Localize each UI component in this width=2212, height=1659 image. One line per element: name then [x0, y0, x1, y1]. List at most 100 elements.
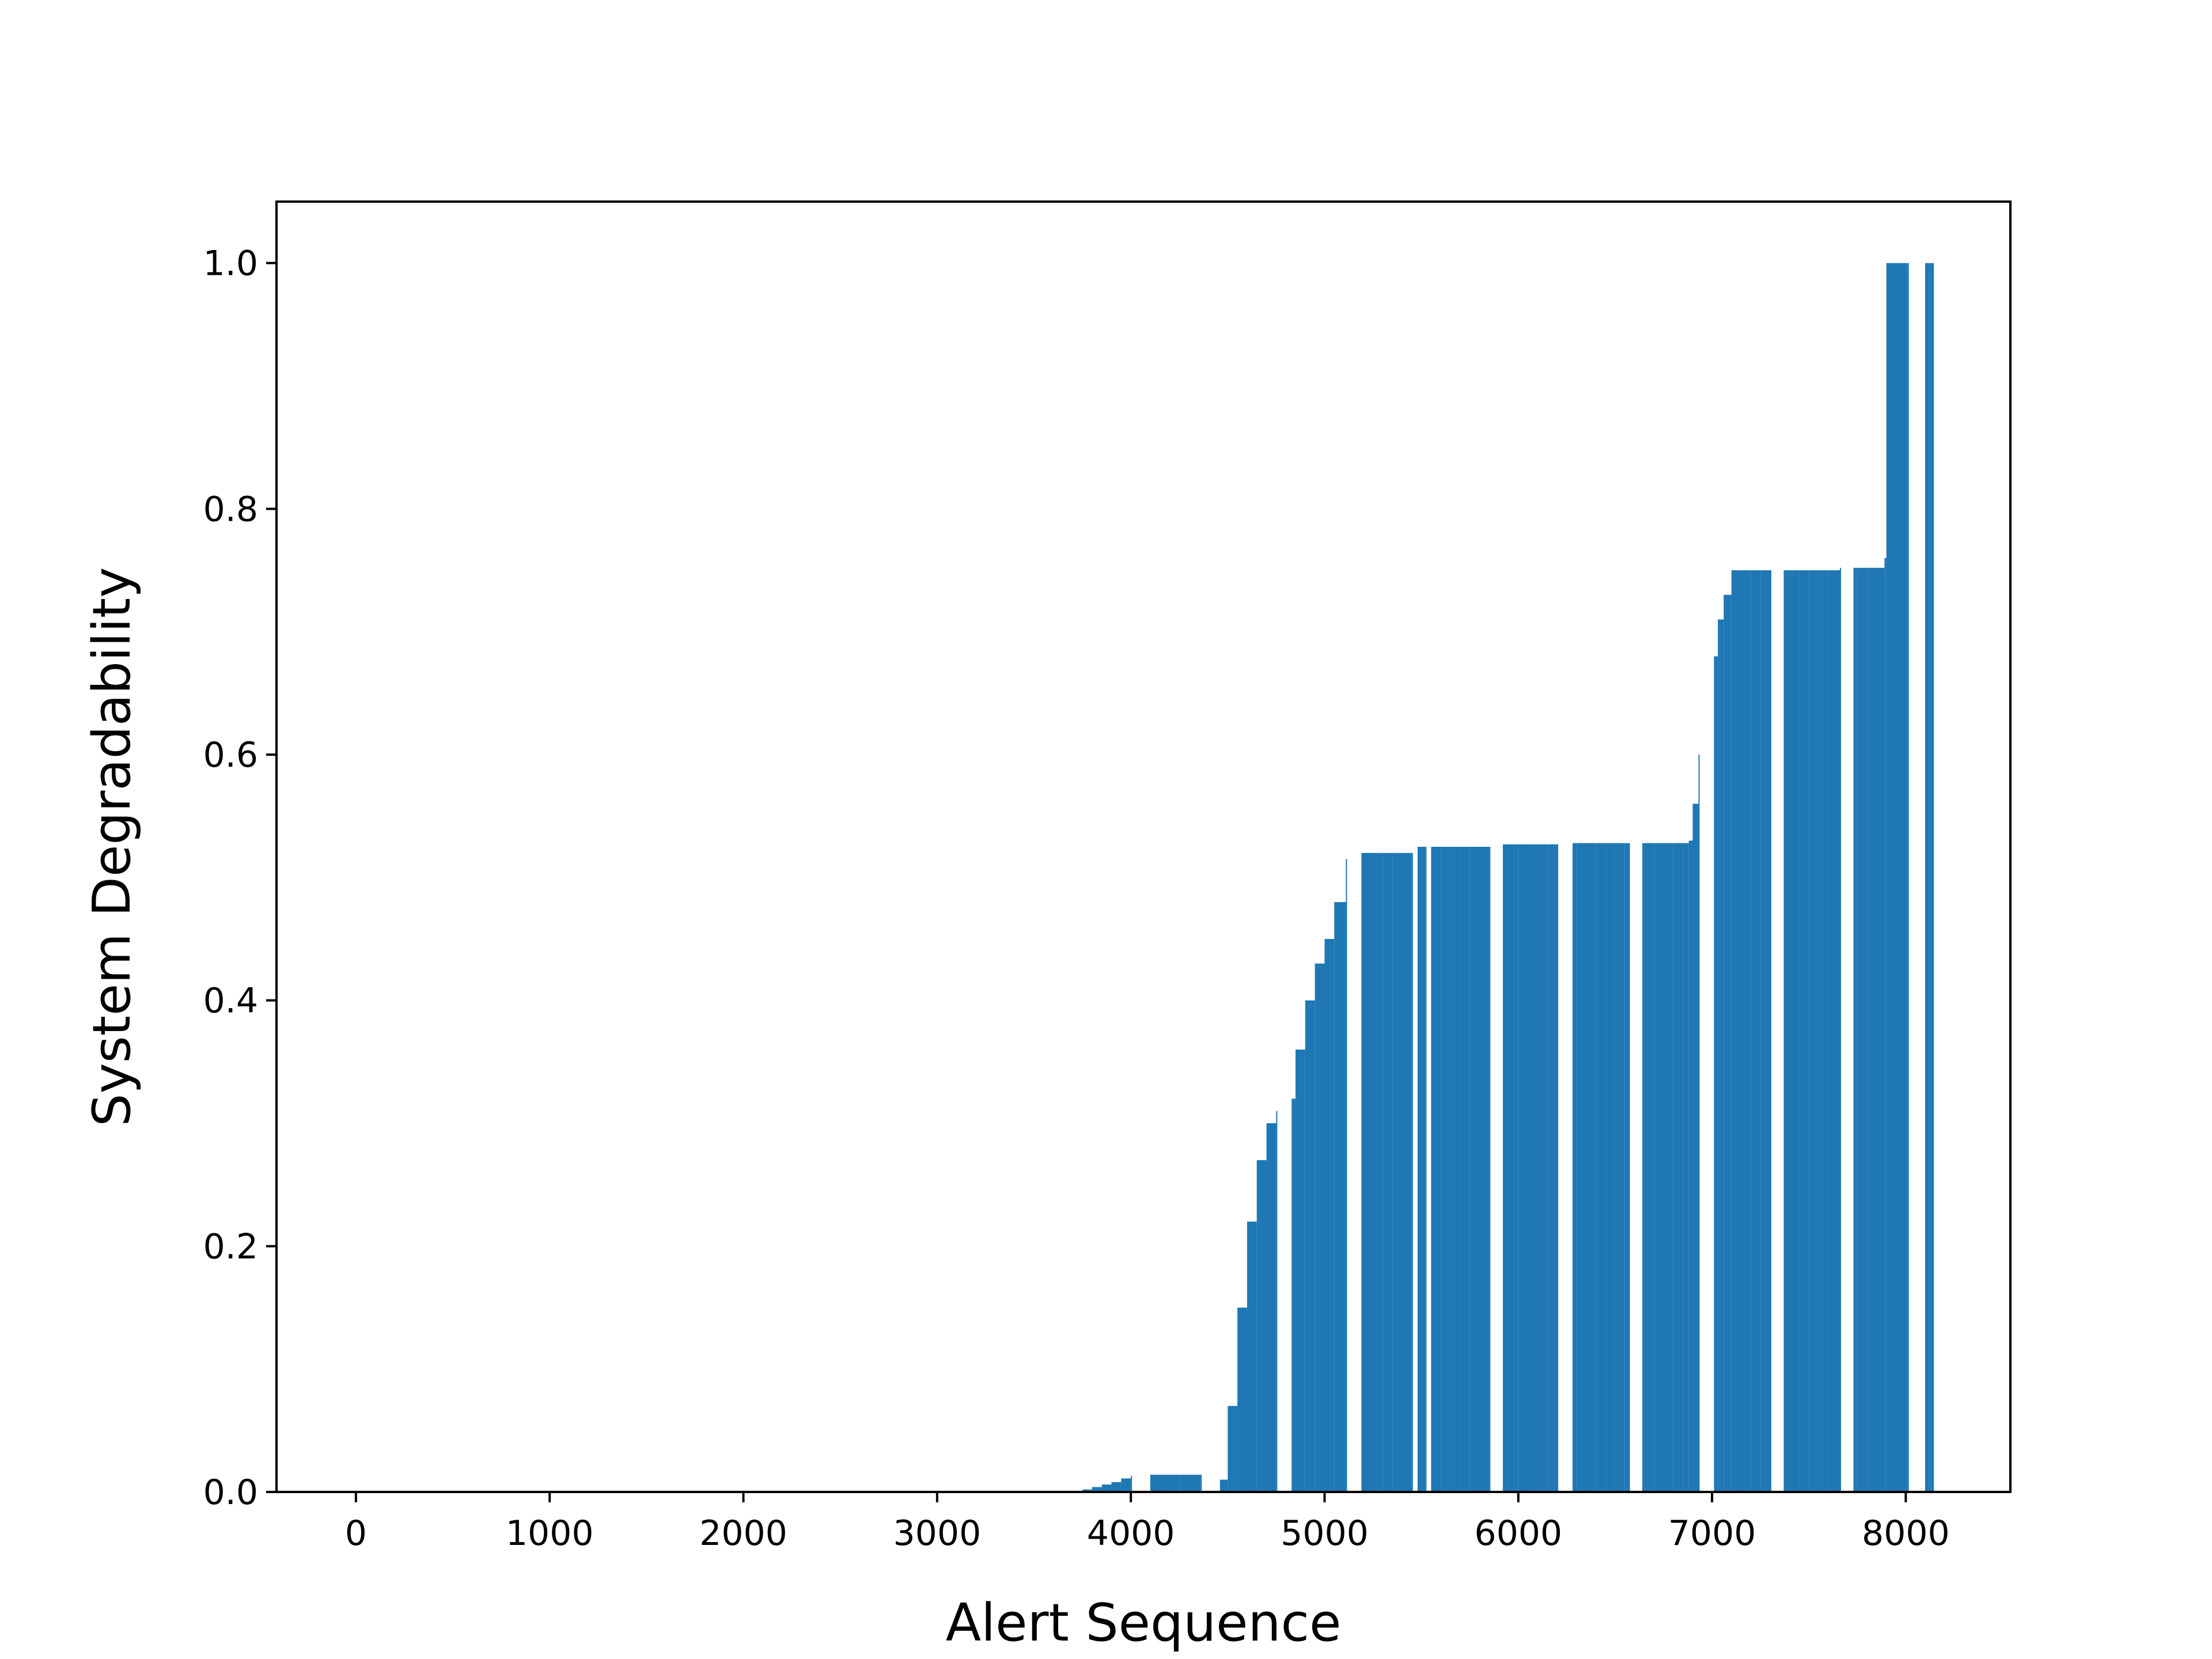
data-bar: [1266, 1123, 1277, 1492]
y-tick-label: 0.4: [203, 981, 258, 1021]
data-bar: [1111, 1482, 1122, 1492]
data-bar: [1469, 847, 1480, 1492]
data-bar: [1219, 1479, 1228, 1492]
data-bar: [1644, 843, 1654, 1492]
data-bar: [1479, 847, 1490, 1492]
data-bar: [1547, 844, 1558, 1492]
x-tick-label: 5000: [1281, 1513, 1369, 1554]
data-bar: [1654, 843, 1664, 1492]
data-bar: [1150, 1475, 1160, 1492]
data-bar: [1160, 1475, 1170, 1492]
data-bar: [1291, 1099, 1296, 1492]
data-bar: [1718, 619, 1724, 1492]
data-bar: [1402, 853, 1412, 1492]
data-bar: [1615, 843, 1625, 1492]
data-bar: [1809, 570, 1819, 1492]
data-bar: [1179, 1475, 1190, 1492]
data-bar: [1770, 570, 1771, 1492]
data-bar: [1724, 594, 1732, 1492]
data-bar: [1876, 567, 1885, 1492]
data-bar: [1906, 263, 1908, 1493]
data-bar: [1853, 567, 1858, 1492]
data-bar: [1417, 847, 1426, 1492]
data-bar: [1605, 843, 1615, 1492]
x-tick-label: 6000: [1474, 1513, 1562, 1554]
data-bar: [1576, 843, 1586, 1492]
data-bar: [1886, 263, 1896, 1493]
y-tick-label: 1.0: [203, 244, 258, 284]
data-bar: [1624, 843, 1629, 1492]
data-bar: [1884, 558, 1887, 1493]
y-tick-label: 0.8: [203, 489, 258, 529]
data-bars: [1082, 263, 1934, 1493]
data-bar: [1688, 840, 1693, 1492]
data-bar: [1247, 1221, 1257, 1492]
data-bar: [1450, 847, 1460, 1492]
x-tick-label: 3000: [893, 1513, 981, 1554]
data-bar: [1082, 1489, 1092, 1492]
data-bar: [1828, 570, 1840, 1492]
data-bar: [1867, 567, 1877, 1492]
data-bar: [1502, 844, 1509, 1492]
data-bar: [1382, 853, 1393, 1492]
data-bar: [1392, 853, 1402, 1492]
y-axis-title: System Degradability: [82, 567, 142, 1126]
data-bar: [1237, 1308, 1247, 1492]
data-bar: [1642, 843, 1645, 1492]
data-bar: [1673, 843, 1683, 1492]
x-tick-label: 1000: [506, 1513, 594, 1554]
data-bar: [1131, 1476, 1132, 1492]
data-bar: [1092, 1487, 1102, 1492]
data-bar: [1714, 656, 1718, 1492]
data-bar: [1441, 847, 1451, 1492]
data-bar: [1907, 263, 1909, 1493]
data-bar: [1200, 1475, 1202, 1492]
x-axis-title: Alert Sequence: [946, 1593, 1342, 1653]
data-bar: [1931, 263, 1934, 1493]
data-bar: [1692, 804, 1699, 1492]
data-bar: [1373, 853, 1383, 1492]
data-bar: [1857, 567, 1868, 1492]
y-axis-ticks: 0.0 0.2 0.4 0.6 0.8 1.0: [203, 244, 276, 1513]
data-bar: [1169, 1475, 1180, 1492]
data-bar: [1783, 570, 1790, 1492]
plot-frame: [275, 200, 2012, 1493]
x-tick-label: 7000: [1668, 1513, 1756, 1554]
data-bar: [1518, 844, 1528, 1492]
data-bar: [1276, 1111, 1278, 1492]
data-bar: [1528, 844, 1538, 1492]
data-bar: [1819, 570, 1828, 1492]
data-bar: [1431, 847, 1441, 1492]
x-axis-ticks: 0 1000 2000 3000 4000 5000 6000 7000 8000: [345, 1492, 1950, 1554]
data-bar: [1557, 844, 1559, 1492]
data-bar: [1189, 1475, 1201, 1492]
data-bar: [1760, 570, 1770, 1492]
data-bar: [1296, 1050, 1305, 1492]
y-tick-label: 0.0: [203, 1472, 258, 1513]
data-bar: [1256, 1160, 1267, 1492]
data-bar: [1840, 567, 1842, 1492]
data-bar: [1751, 570, 1761, 1492]
data-bar: [1741, 570, 1751, 1492]
data-bar: [1799, 570, 1809, 1492]
data-bar: [1346, 859, 1347, 1492]
data-bar: [1925, 263, 1929, 1493]
data-bar: [1121, 1478, 1131, 1492]
data-bar: [1489, 847, 1491, 1492]
data-bar: [1101, 1484, 1112, 1492]
data-bar: [1537, 844, 1548, 1492]
data-bar: [1460, 847, 1470, 1492]
data-bar: [1683, 843, 1689, 1492]
data-bar: [1425, 847, 1427, 1492]
data-bar: [1315, 963, 1325, 1492]
data-bar: [1361, 853, 1373, 1492]
data-bar: [1698, 755, 1700, 1492]
data-bar: [1789, 570, 1800, 1492]
data-bar: [1305, 1000, 1315, 1492]
y-tick-label: 0.6: [203, 735, 258, 775]
data-bar: [1929, 263, 1931, 1493]
data-bar: [1896, 263, 1906, 1493]
x-tick-label: 8000: [1862, 1513, 1950, 1554]
